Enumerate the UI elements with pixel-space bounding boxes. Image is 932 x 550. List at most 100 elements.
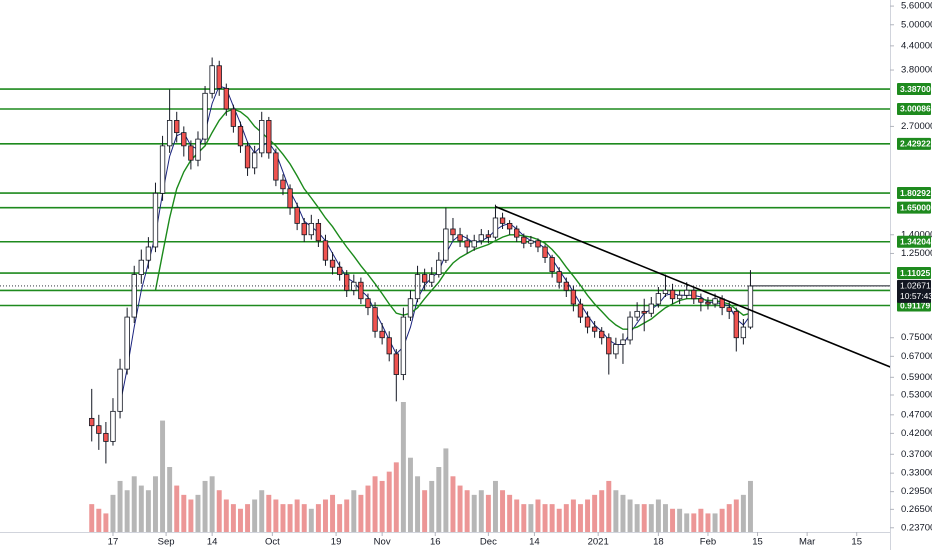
candle-body: [648, 303, 654, 314]
volume-bar: [117, 480, 123, 532]
volume-bar: [287, 504, 293, 532]
y-tick-label: 0.29500: [901, 486, 932, 497]
candle-body: [662, 289, 669, 295]
volume-bar: [358, 494, 364, 532]
y-tick-label: 0.26500: [901, 504, 932, 515]
volume-bar: [365, 485, 371, 532]
volume-bar: [457, 485, 463, 532]
volume-bar: [308, 508, 314, 532]
candle-body: [400, 316, 407, 375]
candle-body: [244, 145, 251, 169]
candle-body: [705, 301, 711, 305]
volume-bar: [570, 499, 576, 532]
candle-body: [344, 274, 350, 291]
x-tick-label: 14: [207, 537, 218, 548]
volume-bar: [521, 504, 527, 532]
candle-body: [301, 222, 307, 236]
x-tick-label: 14: [529, 537, 540, 548]
candle-body: [712, 298, 718, 305]
candle-body: [138, 259, 144, 275]
x-tick-label: 15: [851, 537, 862, 548]
volume-bar: [400, 402, 406, 532]
candle-body: [315, 222, 322, 242]
level-label-box: [897, 187, 931, 200]
candle-body: [549, 257, 555, 272]
candle-body: [89, 417, 95, 427]
candle-body: [308, 222, 314, 236]
volume-bar: [471, 494, 477, 532]
candle-body: [684, 289, 690, 296]
candle-body: [365, 298, 371, 309]
level-label-box: [897, 235, 931, 248]
volume-bar: [216, 490, 222, 532]
candle-body: [535, 240, 541, 248]
volume-bar: [188, 499, 194, 532]
volume-bar: [422, 490, 428, 532]
volume-bar: [266, 494, 272, 532]
y-tick-label: 1.25000: [901, 248, 932, 259]
candle-body: [620, 339, 626, 345]
x-tick-label: 18: [653, 537, 664, 548]
volume-bar: [726, 504, 732, 532]
candle-body: [259, 120, 265, 154]
volume-bar: [613, 490, 619, 532]
volume-bar: [407, 457, 413, 532]
volume-bar: [443, 448, 449, 532]
candle-body: [223, 87, 229, 110]
volume-bar: [634, 504, 640, 532]
candle-body: [379, 330, 385, 339]
candle-body: [506, 222, 513, 230]
volume-bar: [485, 494, 491, 532]
volume-bar: [152, 476, 158, 532]
volume-bar: [747, 480, 753, 532]
candle-body: [273, 152, 279, 181]
volume-bar: [131, 476, 137, 532]
volume-bar: [96, 508, 102, 532]
volume-bar: [677, 508, 683, 532]
candle-body: [542, 246, 548, 258]
volume-bar: [464, 490, 470, 532]
volume-bar: [124, 490, 130, 532]
volume-bar: [138, 485, 144, 532]
volume-bar: [372, 476, 378, 532]
level-label: 1.34204: [900, 236, 931, 246]
candle-body: [556, 271, 562, 283]
candle-body: [159, 145, 166, 194]
candle-body: [627, 316, 633, 341]
volume-bar: [415, 476, 421, 532]
volume-bar: [514, 499, 520, 532]
volume-bar: [167, 467, 173, 532]
candle-body: [351, 281, 357, 291]
volume-bar: [662, 504, 668, 532]
level-label-box: [897, 83, 931, 96]
candle-body: [336, 266, 343, 275]
candle-body: [521, 236, 527, 244]
candle-body: [698, 298, 704, 303]
volume-bar: [691, 513, 697, 532]
volume-bar: [733, 499, 739, 532]
y-tick-label: 5.00000: [901, 19, 932, 30]
volume-bar: [549, 504, 555, 532]
volume-bar: [528, 504, 534, 532]
volume-bar: [606, 480, 612, 532]
candle-body: [606, 337, 612, 355]
volume-bar: [563, 504, 569, 532]
candle-body: [216, 65, 222, 89]
x-tick-label: Nov: [374, 537, 391, 548]
volume-bar: [230, 504, 236, 532]
candle-body: [591, 326, 598, 332]
volume-bar: [351, 490, 357, 532]
x-tick-label: Oct: [265, 537, 280, 548]
volume-bar: [103, 513, 109, 532]
level-label: 3.38700: [900, 84, 931, 94]
candle-body: [110, 410, 116, 442]
y-tick-label: 0.33000: [901, 468, 932, 479]
candle-body: [166, 120, 173, 147]
volume-bar: [315, 504, 321, 532]
candle-body: [577, 303, 584, 318]
volume-bar: [337, 504, 343, 532]
candle-body: [202, 92, 208, 140]
volume-bar: [386, 471, 392, 532]
x-tick-label: 17: [108, 537, 119, 548]
x-tick-label: Dec: [480, 537, 497, 548]
